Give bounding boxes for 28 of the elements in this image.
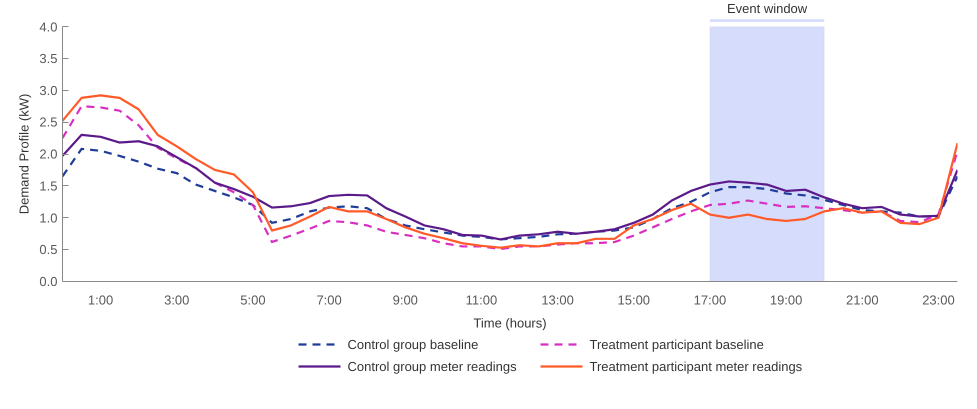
x-tick-label: 7:00 xyxy=(316,292,342,308)
legend-label: Treatment participant baseline xyxy=(590,337,764,352)
y-axis-title: Demand Profile (kW) xyxy=(16,94,32,214)
legend-label: Control group meter readings xyxy=(348,359,518,374)
x-tick-label: 19:00 xyxy=(770,292,802,308)
legend-label: Control group baseline xyxy=(348,337,478,352)
x-tick-label: 5:00 xyxy=(240,292,266,308)
x-tick-label: 13:00 xyxy=(541,292,574,308)
legend-label: Treatment participant meter readings xyxy=(590,359,803,374)
y-tick-label: 0.0 xyxy=(39,274,58,289)
y-tick-label: 4.0 xyxy=(39,20,58,34)
x-tick-label: 21:00 xyxy=(846,292,879,308)
x-tick-label: 15:00 xyxy=(618,292,650,308)
y-tick-label: 0.5 xyxy=(39,242,58,258)
x-tick-label: 9:00 xyxy=(392,292,418,308)
y-tick-label: 3.0 xyxy=(39,82,58,98)
y-tick-label: 1.0 xyxy=(39,210,58,226)
y-tick-label: 1.5 xyxy=(39,178,58,194)
x-tick-label: 17:00 xyxy=(694,292,726,308)
y-tick-label: 3.5 xyxy=(39,50,58,66)
x-tick-label: 11:00 xyxy=(466,292,498,308)
y-tick-label: 2.5 xyxy=(39,114,58,130)
x-tick-label: 23:00 xyxy=(922,292,955,308)
y-tick-label: 2.0 xyxy=(39,146,58,162)
band-label: Event window xyxy=(726,0,808,16)
x-tick-label: 1:00 xyxy=(88,292,114,308)
x-tick-label: 3:00 xyxy=(164,292,190,308)
x-axis-title: Time (hours) xyxy=(473,316,547,330)
